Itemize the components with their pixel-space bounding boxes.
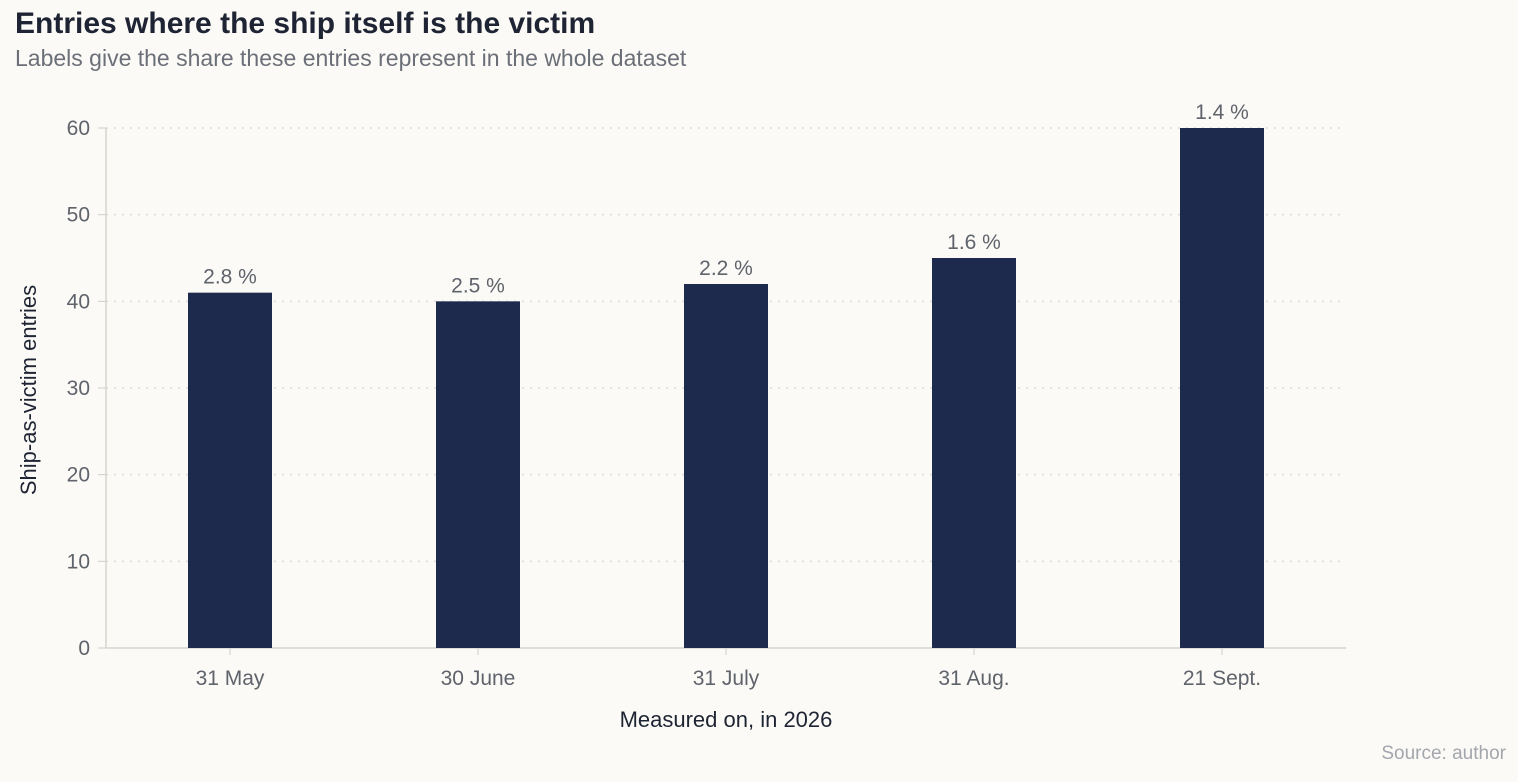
- y-tick-label: 30: [67, 377, 90, 400]
- x-tick-label: 31 Aug.: [938, 667, 1009, 690]
- bar-3: [684, 284, 768, 648]
- x-axis-title: Measured on, in 2026: [620, 707, 833, 732]
- chart-title: Entries where the ship itself is the vic…: [15, 7, 596, 40]
- x-tick-label: 30 June: [441, 667, 516, 690]
- grid-lines: [106, 127, 1346, 563]
- bar-4: [932, 258, 1016, 648]
- axes: 0 10 20 30 40 50 60 31 May 30 June 31 July 31 Aug.…: [67, 117, 1346, 690]
- bar-label: 1.6 %: [947, 231, 1001, 254]
- y-tick-label: 10: [67, 550, 90, 573]
- y-tick-label: 20: [67, 464, 90, 487]
- chart-subtitle: Labels give the share these entries repr…: [15, 45, 687, 71]
- source-note: Source: author: [1381, 743, 1506, 764]
- labels: 2.8 % 2.5 % 2.2 % 1.6 % 1.4 %: [203, 101, 1249, 297]
- y-tick-label: 0: [78, 637, 90, 660]
- y-axis-title: Ship-as-victim entries: [16, 285, 41, 495]
- x-tick-label: 31 July: [693, 667, 760, 690]
- y-tick-label: 50: [67, 204, 90, 227]
- x-tick-label: 31 May: [196, 667, 265, 690]
- y-tick-label: 60: [67, 117, 90, 140]
- bar-label: 1.4 %: [1195, 101, 1249, 124]
- y-tick-label: 40: [67, 290, 90, 313]
- bar-5: [1180, 128, 1264, 648]
- bar-2: [436, 301, 520, 648]
- x-tick-label: 21 Sept.: [1183, 667, 1261, 690]
- bar-label: 2.8 %: [203, 266, 257, 289]
- bars: [188, 128, 1264, 648]
- bar-1: [188, 292, 272, 648]
- bar-label: 2.2 %: [699, 257, 753, 280]
- bar-label: 2.5 %: [451, 274, 505, 297]
